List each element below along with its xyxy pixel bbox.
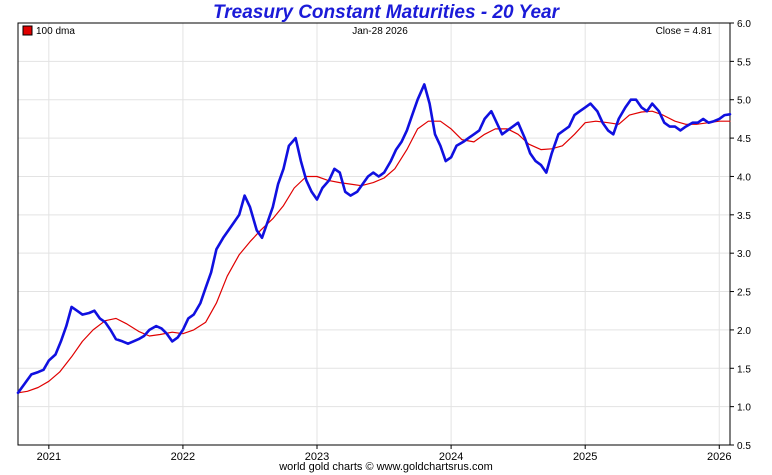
y-tick-label: 2.0 (737, 326, 751, 337)
series-line-20-year (16, 83, 732, 395)
grid-lines (18, 22, 730, 446)
x-tick-label: 2021 (37, 451, 61, 463)
close-label: Close = 4.81 (656, 26, 713, 37)
legend-swatch (22, 25, 33, 36)
y-tick-label: 3.5 (737, 211, 751, 222)
y-tick-label: 1.5 (737, 364, 751, 375)
legend-label: 100 dma (36, 26, 75, 37)
x-tick-label: 2026 (707, 451, 731, 463)
x-tick-label: 2024 (439, 451, 463, 463)
y-tick-label: 0.5 (737, 441, 751, 452)
y-tick-label: 2.5 (737, 288, 751, 299)
y-tick-label: 4.5 (737, 134, 751, 145)
y-tick-label: 1.0 (737, 403, 751, 414)
x-axis: 2021 2022 2023 2024 2025 2026 (37, 445, 732, 463)
x-tick-label: 2023 (305, 451, 329, 463)
y-tick-label: 3.0 (737, 249, 751, 260)
series-group (16, 83, 732, 395)
y-tick-label: 4.0 (737, 172, 751, 183)
series-line-100-dma (17, 110, 731, 394)
x-tick-label: 2025 (573, 451, 597, 463)
plot-frame (17, 22, 731, 446)
x-tick-label: 2022 (171, 451, 195, 463)
chart-title: Treasury Constant Maturities - 20 Year (213, 2, 559, 23)
date-label: Jan-28 2026 (352, 26, 408, 37)
y-tick-label: 5.5 (737, 57, 751, 68)
footer-credit: world gold charts © www.goldchartsrus.co… (279, 461, 493, 473)
y-tick-label: 6.0 (737, 19, 751, 30)
y-axis: 0.5 1.0 1.5 2.0 2.5 3.0 3.5 4.0 4.5 5.0 5.5 6.0 (730, 19, 751, 452)
y-tick-label: 5.0 (737, 96, 751, 107)
